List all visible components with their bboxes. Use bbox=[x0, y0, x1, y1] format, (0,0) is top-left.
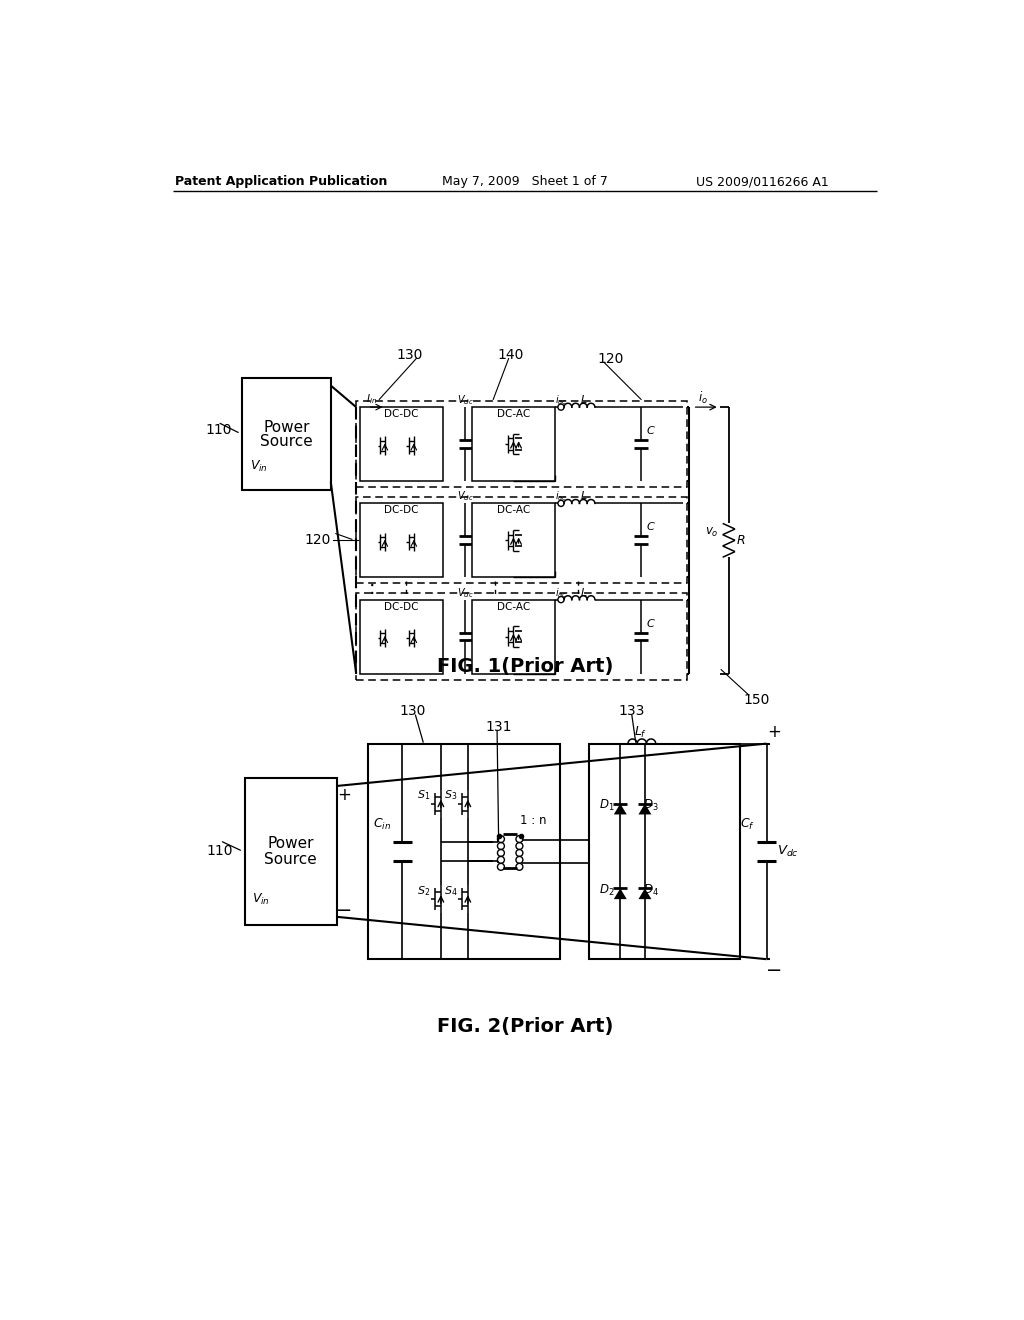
Text: $S_2$: $S_2$ bbox=[418, 884, 430, 898]
Text: C: C bbox=[646, 426, 654, 436]
Text: DC-AC: DC-AC bbox=[497, 506, 530, 515]
Text: May 7, 2009   Sheet 1 of 7: May 7, 2009 Sheet 1 of 7 bbox=[442, 176, 607, 187]
Text: +: + bbox=[767, 723, 781, 741]
Bar bbox=[243, 378, 331, 490]
Text: $C_{in}$: $C_{in}$ bbox=[374, 817, 391, 832]
Text: FIG. 1(Prior Art): FIG. 1(Prior Art) bbox=[436, 657, 613, 676]
Text: $C_f$: $C_f$ bbox=[740, 817, 755, 832]
Text: DC-DC: DC-DC bbox=[384, 409, 419, 418]
Text: $D_1$: $D_1$ bbox=[599, 799, 614, 813]
Text: $L_f$: $L_f$ bbox=[634, 725, 647, 739]
Bar bbox=[360, 599, 442, 673]
Text: 131: 131 bbox=[485, 719, 512, 734]
Bar bbox=[356, 401, 687, 487]
Bar bbox=[472, 599, 555, 673]
Text: 110: 110 bbox=[206, 422, 232, 437]
Text: −: − bbox=[336, 902, 352, 920]
Bar bbox=[245, 779, 337, 924]
Text: Source: Source bbox=[264, 851, 317, 867]
Text: Source: Source bbox=[260, 434, 313, 449]
Text: $V_{dc}$: $V_{dc}$ bbox=[457, 490, 474, 503]
Polygon shape bbox=[613, 804, 627, 814]
Text: $I_{in}$: $I_{in}$ bbox=[366, 392, 377, 407]
Bar bbox=[472, 407, 555, 480]
Text: 150: 150 bbox=[743, 693, 770, 708]
Text: L: L bbox=[581, 395, 587, 405]
Text: $v_o$: $v_o$ bbox=[706, 527, 719, 539]
Bar bbox=[356, 498, 687, 583]
Text: DC-AC: DC-AC bbox=[497, 602, 530, 611]
Text: $S_1$: $S_1$ bbox=[418, 788, 430, 803]
Text: $D_2$: $D_2$ bbox=[599, 883, 614, 898]
Text: C: C bbox=[646, 523, 654, 532]
Text: Patent Application Publication: Patent Application Publication bbox=[174, 176, 387, 187]
Text: +: + bbox=[337, 787, 351, 804]
Text: Power: Power bbox=[263, 420, 309, 436]
Text: FIG. 2(Prior Art): FIG. 2(Prior Art) bbox=[436, 1018, 613, 1036]
Text: $V_{in}$: $V_{in}$ bbox=[250, 459, 268, 474]
Text: $V_{dc}$: $V_{dc}$ bbox=[457, 393, 474, 407]
Text: 1 : n: 1 : n bbox=[520, 814, 547, 828]
Text: DC-AC: DC-AC bbox=[497, 409, 530, 418]
Text: US 2009/0116266 A1: US 2009/0116266 A1 bbox=[695, 176, 828, 187]
Polygon shape bbox=[638, 804, 651, 814]
Text: $V_{in}$: $V_{in}$ bbox=[253, 892, 270, 907]
Bar bbox=[356, 594, 687, 680]
Text: $i_{ac}$: $i_{ac}$ bbox=[555, 490, 567, 503]
Text: $i_o$: $i_o$ bbox=[697, 389, 708, 407]
Text: :: : bbox=[369, 579, 375, 598]
Text: 120: 120 bbox=[597, 351, 624, 366]
Text: 133: 133 bbox=[618, 705, 645, 718]
Bar bbox=[360, 407, 442, 480]
Text: L: L bbox=[581, 587, 587, 598]
Text: R: R bbox=[737, 533, 745, 546]
Text: $D_3$: $D_3$ bbox=[643, 799, 658, 813]
Text: 110: 110 bbox=[207, 845, 233, 858]
Text: $S_4$: $S_4$ bbox=[444, 884, 458, 898]
Bar bbox=[360, 503, 442, 577]
Text: $S_3$: $S_3$ bbox=[444, 788, 458, 803]
Bar bbox=[472, 503, 555, 577]
Text: 140: 140 bbox=[497, 347, 523, 362]
Text: C: C bbox=[646, 619, 654, 628]
Text: $i_{ac}$: $i_{ac}$ bbox=[555, 586, 567, 599]
Text: 130: 130 bbox=[399, 705, 426, 718]
Text: DC-DC: DC-DC bbox=[384, 602, 419, 611]
Text: $V_{dc}$: $V_{dc}$ bbox=[457, 586, 474, 599]
Text: L: L bbox=[581, 491, 587, 502]
Text: $V_{dc}$: $V_{dc}$ bbox=[777, 843, 799, 859]
Text: −: − bbox=[766, 961, 782, 981]
Bar bbox=[590, 743, 739, 960]
Polygon shape bbox=[613, 888, 627, 899]
Bar bbox=[368, 743, 560, 960]
Text: 120: 120 bbox=[304, 533, 331, 548]
Text: $D_4$: $D_4$ bbox=[643, 883, 659, 898]
Polygon shape bbox=[638, 888, 651, 899]
Text: $i_{ac}$: $i_{ac}$ bbox=[555, 393, 567, 407]
Text: Power: Power bbox=[267, 836, 314, 851]
Text: 130: 130 bbox=[397, 347, 423, 362]
Text: DC-DC: DC-DC bbox=[384, 506, 419, 515]
